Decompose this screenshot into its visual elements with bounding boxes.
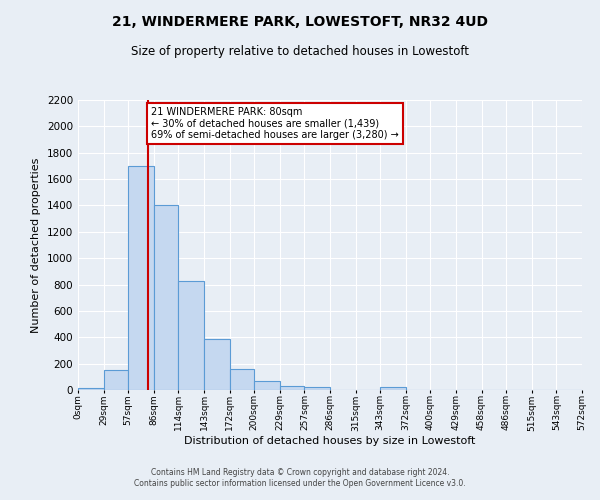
Bar [104,370,128,390]
Text: 21 WINDERMERE PARK: 80sqm
← 30% of detached houses are smaller (1,439)
69% of se: 21 WINDERMERE PARK: 80sqm ← 30% of detac… [151,106,399,140]
Text: Contains HM Land Registry data © Crown copyright and database right 2024.
Contai: Contains HM Land Registry data © Crown c… [134,468,466,487]
Bar [78,388,104,390]
Bar [128,166,154,390]
Bar [280,386,304,390]
Text: 21, WINDERMERE PARK, LOWESTOFT, NR32 4UD: 21, WINDERMERE PARK, LOWESTOFT, NR32 4UD [112,15,488,29]
Y-axis label: Number of detached properties: Number of detached properties [31,158,41,332]
Text: Size of property relative to detached houses in Lowestoft: Size of property relative to detached ho… [131,45,469,58]
Bar [254,382,280,390]
Bar [304,388,330,390]
X-axis label: Distribution of detached houses by size in Lowestoft: Distribution of detached houses by size … [184,436,476,446]
Bar [154,206,178,390]
Bar [380,388,406,390]
Bar [204,339,230,390]
Bar [178,280,204,390]
Bar [230,369,254,390]
